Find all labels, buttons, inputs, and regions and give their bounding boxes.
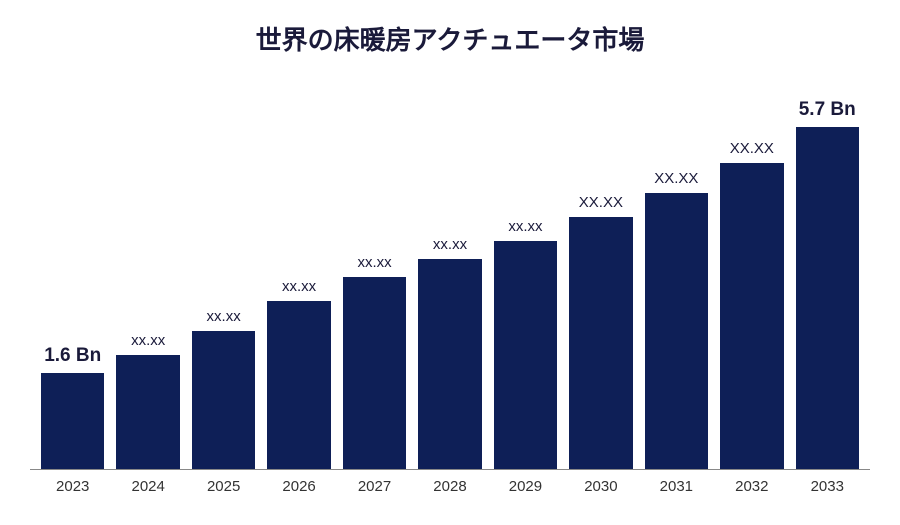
bar-value-label: 1.6 Bn bbox=[44, 345, 101, 367]
x-axis-tick: 2032 bbox=[714, 478, 789, 495]
bar-group: 5.7 Bn bbox=[790, 67, 865, 469]
bar-value-label: xx.xx bbox=[433, 236, 467, 253]
bar-value-label: XX.XX bbox=[730, 140, 774, 157]
bar-value-label: xx.xx bbox=[508, 218, 542, 235]
x-axis-tick: 2024 bbox=[110, 478, 185, 495]
bar bbox=[116, 355, 179, 469]
bar-value-label: xx.xx bbox=[282, 278, 316, 295]
plot-area: 1.6 Bn xx.xx xx.xx xx.xx xx.xx xx.xx xx.xx XX.X… bbox=[30, 67, 870, 470]
x-axis: 2023202420252026202720282029203020312032… bbox=[30, 470, 870, 495]
bar-group: xx.xx bbox=[337, 67, 412, 469]
bar-value-label: xx.xx bbox=[357, 254, 391, 271]
bar-group: XX.XX bbox=[563, 67, 638, 469]
chart-title: 世界の床暖房アクチュエータ市場 bbox=[30, 20, 870, 57]
bar-group: XX.XX bbox=[639, 67, 714, 469]
x-axis-tick: 2031 bbox=[639, 478, 714, 495]
bar bbox=[796, 127, 859, 469]
x-axis-tick: 2025 bbox=[186, 478, 261, 495]
bar-group: xx.xx bbox=[412, 67, 487, 469]
bar bbox=[569, 217, 632, 469]
bar bbox=[494, 241, 557, 469]
bar-group: xx.xx bbox=[488, 67, 563, 469]
bar-group: xx.xx bbox=[261, 67, 336, 469]
bar-group: xx.xx bbox=[110, 67, 185, 469]
x-axis-tick: 2033 bbox=[790, 478, 865, 495]
bar bbox=[645, 193, 708, 469]
x-axis-tick: 2029 bbox=[488, 478, 563, 495]
bar bbox=[418, 259, 481, 469]
x-axis-tick: 2028 bbox=[412, 478, 487, 495]
bar bbox=[41, 373, 104, 469]
bar-group: xx.xx bbox=[186, 67, 261, 469]
bar-group: 1.6 Bn bbox=[35, 67, 110, 469]
x-axis-tick: 2027 bbox=[337, 478, 412, 495]
bar bbox=[720, 163, 783, 469]
x-axis-tick: 2023 bbox=[35, 478, 110, 495]
bar bbox=[343, 277, 406, 469]
bar bbox=[192, 331, 255, 469]
bar-group: XX.XX bbox=[714, 67, 789, 469]
bar-value-label: XX.XX bbox=[579, 194, 623, 211]
bar bbox=[267, 301, 330, 469]
bar-value-label: xx.xx bbox=[131, 332, 165, 349]
x-axis-tick: 2030 bbox=[563, 478, 638, 495]
bar-value-label: xx.xx bbox=[207, 308, 241, 325]
chart-container: 世界の床暖房アクチュエータ市場 1.6 Bn xx.xx xx.xx xx.xx xx.… bbox=[0, 0, 900, 525]
bar-value-label: 5.7 Bn bbox=[799, 99, 856, 121]
bar-value-label: XX.XX bbox=[654, 170, 698, 187]
x-axis-tick: 2026 bbox=[261, 478, 336, 495]
